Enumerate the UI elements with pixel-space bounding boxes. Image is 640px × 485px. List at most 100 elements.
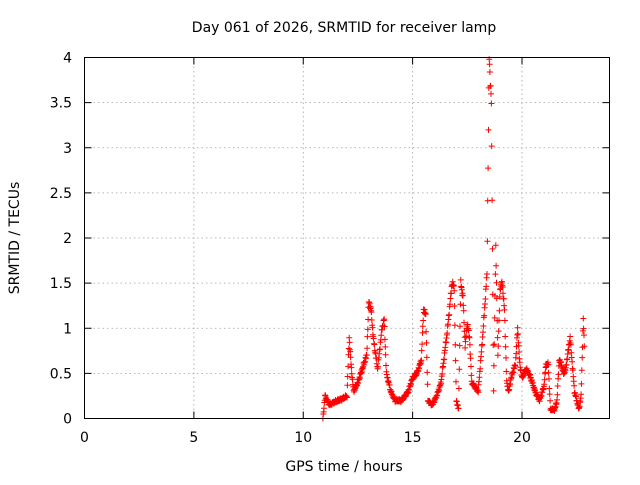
data-point xyxy=(569,358,576,365)
data-point xyxy=(363,352,370,359)
data-point xyxy=(463,333,470,340)
data-point xyxy=(480,323,487,329)
data-point xyxy=(478,348,485,355)
axis-ticks: 0 0.5 1 1.5 2 2.5 3 3.5 4 0 5 10 15 20 xyxy=(50,51,610,446)
data-point xyxy=(466,334,473,341)
data-point xyxy=(447,295,454,302)
data-point xyxy=(447,301,453,308)
data-point xyxy=(485,165,492,172)
data-point xyxy=(578,391,585,398)
data-point xyxy=(344,382,351,389)
data-point xyxy=(477,365,484,372)
data-point xyxy=(461,319,467,326)
data-point xyxy=(455,405,462,412)
data-point xyxy=(345,345,352,352)
data-point xyxy=(514,331,521,338)
data-point xyxy=(488,90,494,97)
data-point xyxy=(580,325,587,332)
data-point xyxy=(382,343,389,350)
data-point xyxy=(492,271,499,278)
data-point xyxy=(453,378,459,385)
data-point xyxy=(423,354,430,361)
y-tick-label: 3 xyxy=(63,141,72,157)
data-point xyxy=(452,357,459,364)
data-point xyxy=(546,375,552,382)
data-point xyxy=(502,343,509,350)
data-point xyxy=(467,355,474,362)
data-point xyxy=(503,354,509,361)
data-point xyxy=(493,262,500,269)
data-point xyxy=(459,292,466,299)
data-point xyxy=(451,287,458,294)
data-point xyxy=(488,143,495,150)
data-point xyxy=(419,329,426,336)
data-point xyxy=(500,295,507,302)
data-point xyxy=(344,394,350,401)
data-point xyxy=(460,302,467,309)
data-point xyxy=(578,367,585,374)
x-tick-label: 0 xyxy=(80,430,89,446)
data-point xyxy=(501,306,508,313)
data-point xyxy=(565,346,572,353)
data-point xyxy=(348,364,355,371)
y-tick-label: 1 xyxy=(63,321,72,337)
data-point xyxy=(545,369,552,376)
data-point xyxy=(516,349,523,355)
data-point xyxy=(377,346,383,353)
data-point xyxy=(486,69,493,75)
data-point xyxy=(465,327,472,334)
data-point xyxy=(569,367,576,374)
grid-lines xyxy=(84,57,610,419)
data-point xyxy=(484,271,490,277)
data-point xyxy=(380,322,387,329)
data-point xyxy=(485,126,492,133)
data-point xyxy=(370,335,377,342)
data-point xyxy=(424,369,431,376)
y-tick-label: 0.5 xyxy=(50,366,72,382)
data-point xyxy=(378,332,385,339)
y-tick-label: 0 xyxy=(63,412,72,428)
data-point xyxy=(567,341,574,348)
data-point xyxy=(457,276,464,283)
data-point xyxy=(554,383,561,389)
data-point xyxy=(441,356,448,363)
data-point xyxy=(448,290,455,297)
data-point xyxy=(490,387,497,394)
data-point xyxy=(439,371,446,377)
data-point xyxy=(494,334,501,341)
data-point xyxy=(495,328,502,335)
data-point xyxy=(512,363,519,369)
data-point xyxy=(364,326,371,333)
data-point xyxy=(496,307,503,314)
data-point xyxy=(502,333,509,340)
data-point xyxy=(490,342,497,349)
data-point xyxy=(501,317,508,324)
data-point xyxy=(455,385,462,392)
data-point xyxy=(468,363,474,370)
data-point xyxy=(381,336,388,343)
data-point xyxy=(545,361,552,368)
data-point xyxy=(493,279,500,286)
x-tick-label: 20 xyxy=(513,430,531,446)
data-point xyxy=(541,376,548,383)
data-point xyxy=(456,366,463,373)
data-point xyxy=(418,347,425,354)
data-point xyxy=(481,312,488,319)
data-point xyxy=(457,301,464,308)
data-point xyxy=(321,405,327,412)
data-point xyxy=(475,389,482,396)
data-point xyxy=(483,283,490,290)
x-axis-label: GPS time / hours xyxy=(285,459,402,475)
data-point xyxy=(476,374,483,381)
data-point xyxy=(567,333,574,340)
data-point xyxy=(346,339,353,346)
data-point xyxy=(514,324,521,331)
data-point xyxy=(546,385,553,392)
data-point xyxy=(457,323,463,330)
data-point xyxy=(371,341,378,348)
data-point xyxy=(496,317,502,324)
data-point xyxy=(456,342,463,349)
data-point xyxy=(382,351,389,358)
